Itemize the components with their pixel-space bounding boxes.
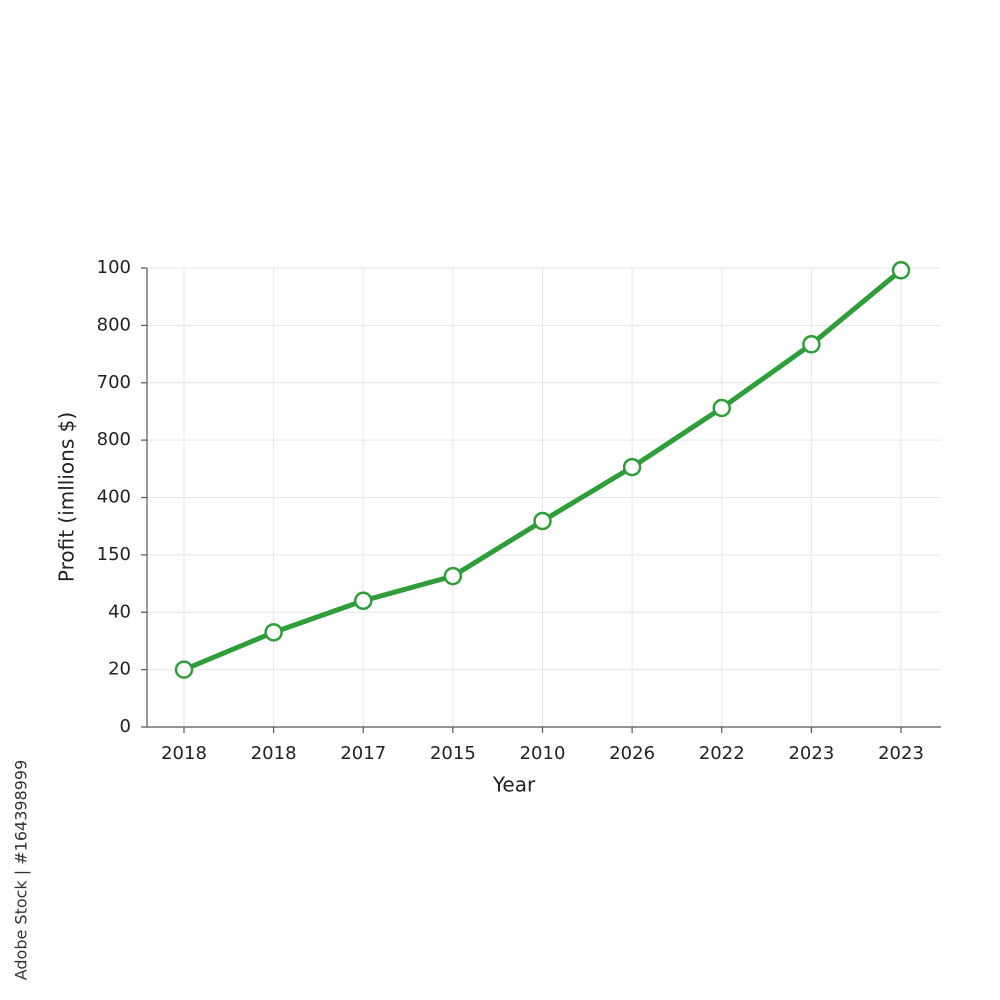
- point: [264, 623, 283, 642]
- y-tick-label: 100: [97, 257, 131, 278]
- point: [443, 566, 463, 586]
- watermark: Adobe Stock | #164398999: [12, 760, 31, 981]
- point: [622, 457, 642, 477]
- y-tick-label: 400: [97, 487, 131, 508]
- x-tick-label: 2017: [340, 743, 386, 764]
- y-tick-label: 800: [97, 314, 131, 335]
- x-tick-label: 2022: [699, 743, 745, 764]
- point: [712, 398, 731, 418]
- y-tick-label: 20: [108, 659, 131, 680]
- y-tick-label: 700: [97, 372, 131, 393]
- x-tick-label: 2023: [878, 743, 924, 764]
- x-tick-label: 2023: [788, 743, 834, 764]
- y-tick-label: 0: [120, 716, 131, 737]
- x-tick-label: 2026: [609, 743, 655, 764]
- x-axis-label: Year: [492, 773, 536, 797]
- x-tick-label: 2010: [520, 743, 566, 764]
- y-axis-label: Profit (imllions $): [55, 412, 79, 582]
- y-tick-label: 150: [97, 544, 131, 565]
- x-tick-label: 2018: [161, 743, 207, 764]
- y-tick-label: 800: [97, 429, 131, 450]
- y-tick-label: 40: [108, 601, 131, 622]
- point: [354, 591, 373, 611]
- point: [533, 511, 552, 531]
- x-tick-label: 2018: [251, 743, 297, 764]
- point: [802, 335, 821, 354]
- point: [174, 660, 194, 679]
- point: [891, 261, 911, 280]
- x-tick-label: 2015: [430, 743, 476, 764]
